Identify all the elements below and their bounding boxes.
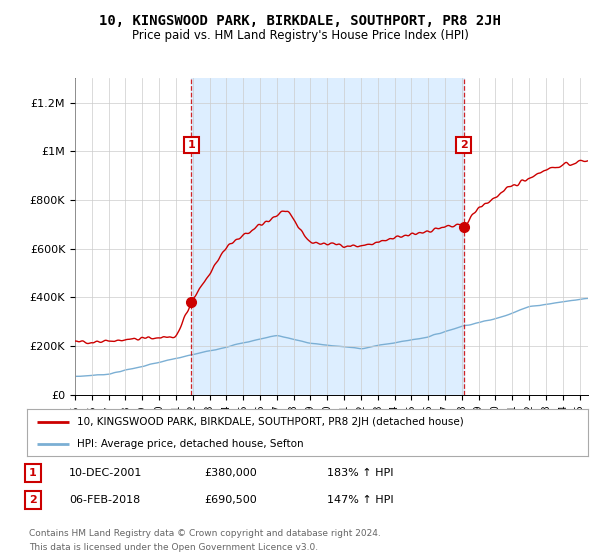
Text: HPI: Average price, detached house, Sefton: HPI: Average price, detached house, Seft… (77, 438, 304, 449)
Text: 1: 1 (29, 468, 37, 478)
Bar (191, 78, 464, 395)
Text: 10-DEC-2001: 10-DEC-2001 (69, 468, 142, 478)
Text: 147% ↑ HPI: 147% ↑ HPI (327, 495, 394, 505)
Text: 183% ↑ HPI: 183% ↑ HPI (327, 468, 394, 478)
Text: 10, KINGSWOOD PARK, BIRKDALE, SOUTHPORT, PR8 2JH (detached house): 10, KINGSWOOD PARK, BIRKDALE, SOUTHPORT,… (77, 417, 464, 427)
Text: Price paid vs. HM Land Registry's House Price Index (HPI): Price paid vs. HM Land Registry's House … (131, 29, 469, 42)
Text: This data is licensed under the Open Government Licence v3.0.: This data is licensed under the Open Gov… (29, 543, 318, 552)
Text: 2: 2 (460, 140, 467, 150)
Text: 1: 1 (188, 140, 195, 150)
Text: 06-FEB-2018: 06-FEB-2018 (69, 495, 140, 505)
Text: 10, KINGSWOOD PARK, BIRKDALE, SOUTHPORT, PR8 2JH: 10, KINGSWOOD PARK, BIRKDALE, SOUTHPORT,… (99, 14, 501, 28)
Text: £380,000: £380,000 (204, 468, 257, 478)
Text: 2: 2 (29, 495, 37, 505)
Text: £690,500: £690,500 (204, 495, 257, 505)
Text: Contains HM Land Registry data © Crown copyright and database right 2024.: Contains HM Land Registry data © Crown c… (29, 529, 380, 538)
